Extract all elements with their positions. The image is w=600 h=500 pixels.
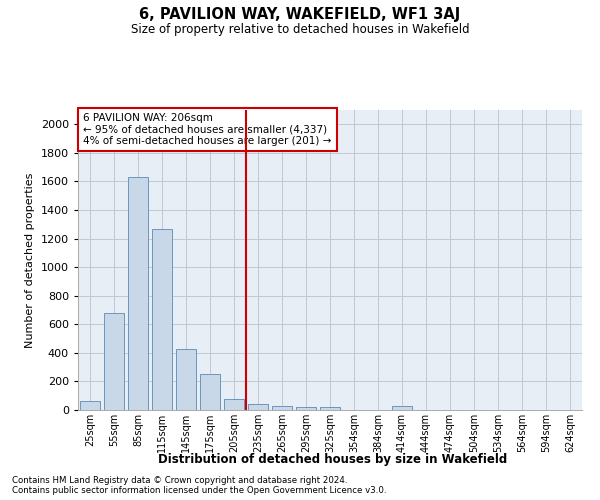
Bar <box>104 313 124 410</box>
Bar <box>176 348 196 410</box>
Bar <box>200 374 220 410</box>
Text: Distribution of detached houses by size in Wakefield: Distribution of detached houses by size … <box>158 452 508 466</box>
Bar <box>128 177 148 410</box>
Bar <box>392 406 412 410</box>
Bar <box>320 407 340 410</box>
Bar <box>272 406 292 410</box>
Text: 6, PAVILION WAY, WAKEFIELD, WF1 3AJ: 6, PAVILION WAY, WAKEFIELD, WF1 3AJ <box>139 8 461 22</box>
Text: Size of property relative to detached houses in Wakefield: Size of property relative to detached ho… <box>131 22 469 36</box>
Text: 6 PAVILION WAY: 206sqm
← 95% of detached houses are smaller (4,337)
4% of semi-d: 6 PAVILION WAY: 206sqm ← 95% of detached… <box>83 113 331 146</box>
Text: Contains public sector information licensed under the Open Government Licence v3: Contains public sector information licen… <box>12 486 386 495</box>
Bar <box>224 398 244 410</box>
Bar <box>248 404 268 410</box>
Bar <box>296 407 316 410</box>
Bar <box>152 228 172 410</box>
Text: Contains HM Land Registry data © Crown copyright and database right 2024.: Contains HM Land Registry data © Crown c… <box>12 476 347 485</box>
Y-axis label: Number of detached properties: Number of detached properties <box>25 172 35 348</box>
Bar <box>80 402 100 410</box>
